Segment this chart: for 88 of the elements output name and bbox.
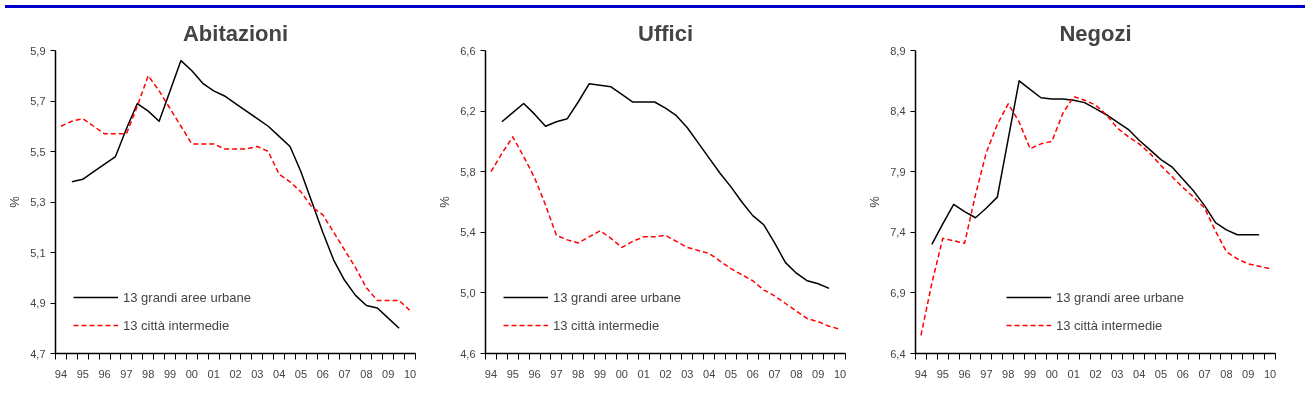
x-tick-label: 98 — [142, 367, 155, 380]
x-tick-label: 02 — [1089, 367, 1102, 380]
line-series — [71, 59, 400, 329]
line-series — [490, 136, 841, 331]
x-tick-label: 98 — [1002, 367, 1015, 380]
x-tick-label: 96 — [98, 367, 111, 380]
x-tick-label: 95 — [506, 367, 519, 380]
x-tick-label: 95 — [936, 367, 949, 380]
x-tick-label: 02 — [229, 367, 242, 380]
legend-label: 13 grandi aree urbane — [1056, 289, 1184, 305]
y-tick-label: 6,4 — [890, 347, 906, 360]
legend-label: 13 città intermedie — [553, 317, 660, 333]
x-tick-label: 97 — [550, 367, 563, 380]
legend-label: 13 grandi aree urbane — [123, 289, 251, 305]
x-tick-label: 94 — [54, 367, 68, 380]
x-tick-label: 97 — [120, 367, 133, 380]
y-tick-label: 6,2 — [460, 105, 476, 118]
legend-label: 13 città intermedie — [1056, 317, 1163, 333]
x-tick-label: 06 — [746, 367, 759, 380]
x-tick-label: 00 — [615, 367, 628, 380]
x-tick-label: 07 — [338, 367, 351, 380]
y-tick-label: 7,9 — [890, 165, 906, 178]
x-tick-label: 94 — [914, 367, 928, 380]
x-tick-label: 05 — [1154, 367, 1168, 380]
x-tick-label: 06 — [316, 367, 329, 380]
x-tick-label: 00 — [185, 367, 198, 380]
line-series — [60, 75, 411, 312]
y-tick-label: 5,7 — [30, 95, 46, 107]
x-tick-label: 94 — [484, 367, 498, 380]
x-tick-label: 04 — [1133, 367, 1146, 380]
x-tick-label: 10 — [1263, 367, 1277, 380]
x-tick-label: 03 — [1111, 367, 1124, 380]
x-tick-label: 04 — [703, 367, 716, 380]
x-tick-label: 98 — [572, 367, 585, 380]
y-tick-label: 8,4 — [890, 105, 906, 118]
y-tick-label: 4,6 — [460, 347, 476, 360]
x-tick-label: 01 — [1067, 367, 1080, 380]
x-tick-label: 99 — [1023, 367, 1037, 380]
chart-title: Abitazioni — [182, 20, 289, 46]
x-tick-label: 08 — [360, 367, 373, 380]
y-axis-title: % — [437, 195, 453, 208]
y-tick-label: 5,4 — [460, 226, 476, 239]
y-tick-label: 7,4 — [890, 226, 906, 239]
legend-label: 13 grandi aree urbane — [553, 289, 681, 305]
x-tick-label: 04 — [273, 367, 286, 380]
x-tick-label: 08 — [790, 367, 803, 380]
x-tick-label: 97 — [980, 367, 993, 380]
line-series — [501, 83, 830, 290]
x-tick-label: 03 — [251, 367, 264, 380]
x-tick-label: 06 — [1176, 367, 1189, 380]
y-axis-title: % — [867, 195, 883, 208]
y-axis-title: % — [7, 195, 23, 208]
line-series — [931, 80, 1260, 246]
x-tick-label: 09 — [1242, 367, 1255, 380]
y-tick-label: 5,8 — [460, 165, 476, 178]
y-tick-label: 5,3 — [30, 196, 46, 208]
legend-label: 13 città intermedie — [123, 317, 230, 333]
x-tick-label: 99 — [163, 367, 177, 380]
y-tick-label: 5,9 — [30, 44, 46, 57]
x-tick-label: 01 — [637, 367, 650, 380]
x-tick-label: 01 — [207, 367, 220, 380]
chart-title: Negozi — [1059, 20, 1132, 46]
x-tick-label: 10 — [403, 367, 417, 380]
x-tick-label: 03 — [681, 367, 694, 380]
chart-title: Uffici — [638, 20, 693, 46]
y-tick-label: 5,0 — [460, 286, 476, 299]
x-tick-label: 99 — [593, 367, 607, 380]
x-tick-label: 10 — [833, 367, 847, 380]
y-tick-label: 4,7 — [30, 347, 46, 360]
y-tick-label: 5,5 — [30, 145, 46, 158]
x-tick-label: 95 — [76, 367, 89, 380]
x-tick-label: 07 — [768, 367, 781, 380]
x-tick-label: 00 — [1045, 367, 1058, 380]
x-tick-label: 07 — [1198, 367, 1211, 380]
x-tick-label: 05 — [294, 367, 308, 380]
y-tick-label: 6,9 — [890, 286, 906, 299]
y-tick-label: 4,9 — [30, 297, 46, 309]
x-tick-label: 96 — [528, 367, 541, 380]
x-tick-label: 96 — [958, 367, 971, 380]
x-tick-label: 09 — [812, 367, 825, 380]
x-tick-label: 02 — [659, 367, 672, 380]
x-tick-label: 05 — [724, 367, 738, 380]
line-series — [920, 95, 1271, 337]
y-tick-label: 6,6 — [460, 44, 476, 57]
x-tick-label: 09 — [382, 367, 395, 380]
x-tick-label: 08 — [1220, 367, 1233, 380]
y-tick-label: 8,9 — [890, 44, 906, 57]
y-tick-label: 5,1 — [30, 246, 46, 259]
